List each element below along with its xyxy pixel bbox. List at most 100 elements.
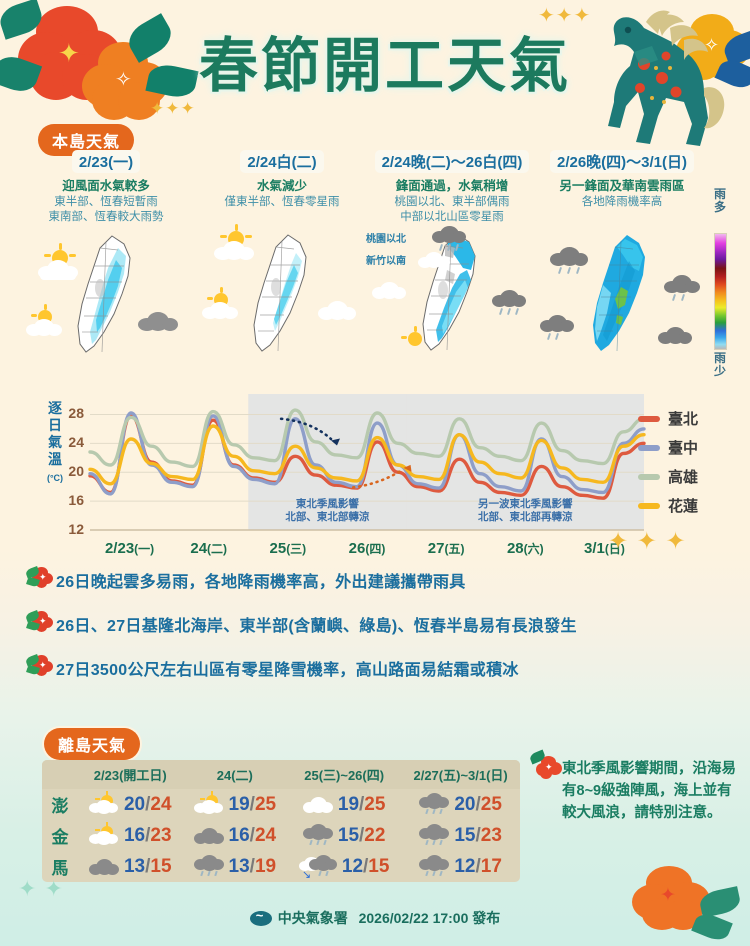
forecast-panel-2: 2/24白(二) 水氣減少 僅東半部、恆春零星雨 [196, 150, 368, 357]
taiwan-outline-icon [593, 235, 645, 352]
table-row-label: 馬 [51, 859, 69, 878]
temp-min: 12 [454, 855, 476, 877]
chart-x-tick: 25(三) [269, 540, 307, 557]
temperature-chart [88, 394, 646, 531]
chart-x-tick: 26(四) [348, 540, 386, 557]
forecast-date: 2/23(一) [71, 150, 141, 173]
sun-cloud-icon [88, 790, 119, 815]
forecast-date: 2/24白(二) [240, 150, 324, 173]
temp-max: 17 [480, 855, 502, 877]
forecast-sub-1: 各地降雨機率高 [581, 196, 663, 208]
table-cell: 15/22 [287, 820, 401, 851]
legend-swatch [638, 415, 660, 422]
rain-cloud-icon [419, 854, 450, 879]
map-label-north: 桃園以北 [366, 234, 406, 245]
legend-item-1[interactable]: 臺中 [638, 433, 742, 462]
temperature-range: 15/22 [337, 824, 386, 846]
table-cell: 15/23 [401, 820, 520, 851]
forecast-sub-2: 中部以北山區零星雨 [400, 211, 504, 223]
chart-y-tick: 12 [68, 521, 84, 537]
forecast-sub-1: 東半部、恆春短暫雨 [54, 196, 158, 208]
temp-min: 16 [123, 824, 146, 846]
temp-min: 19 [337, 793, 360, 815]
legend-label: 花蓮 [668, 498, 699, 515]
annotation-line-2: 北部、東北部再轉涼 [478, 511, 573, 523]
table-row: 金 16/23 16/24 15/22 15/23 [42, 820, 520, 851]
forecast-headline: 鋒面通過，水氣稍增 [395, 179, 509, 193]
table-header-row: 2/23(開工日) 24(二) 25(三)~26(四) 2/27(五)~3/1(日) [42, 760, 520, 789]
temp-min: 19 [228, 793, 250, 815]
annotation-line-1: 另一波東北季風影響 [478, 498, 573, 510]
legend-label: 臺中 [668, 440, 699, 457]
temp-max: 15 [368, 855, 390, 877]
advisory-list: ✦ 26日晚起雲多易雨，各地降雨機率高，外出建議攜帶雨具 ✦ 26日、27日基隆北海岸… [24, 566, 726, 706]
taiwan-outline-icon [422, 233, 476, 351]
sparkle-icon: ✦ ✦ [18, 876, 64, 901]
chart-legend: 臺北 臺中 高雄 花蓮 [638, 404, 742, 520]
temp-max: 24 [150, 793, 172, 815]
chart-y-axis-label: 逐日氣溫 (°C) [44, 400, 66, 487]
page-title: 春節開工天氣 [198, 31, 571, 100]
forecast-panel-3: 2/24晚(二)～26白(四) 鋒面通過，水氣稍增 桃園以北、東半部偶雨 中部以… [366, 150, 538, 356]
legend-swatch [638, 473, 660, 480]
table-cell: 19/25 [287, 789, 401, 820]
temp-min: 15 [337, 824, 360, 846]
temp-min: 13 [228, 855, 250, 877]
legend-label: 臺北 [668, 411, 699, 428]
forecast-sub-1: 僅東半部、恆春零星雨 [224, 196, 340, 208]
legend-item-3[interactable]: 花蓮 [638, 491, 742, 520]
badge-offshore: 離島天氣 [44, 728, 141, 760]
temperature-range: 13/19 [228, 855, 277, 877]
sparkle-icon: ✦✦✦ [150, 99, 196, 118]
table-header-date: 2/23(開工日) [78, 760, 183, 789]
advisory-text: 26日、27日基隆北海岸、東半部(含蘭嶼、綠島)、恆春半島易有長浪發生 [56, 618, 577, 635]
camellia-bullet-icon: ✦ [24, 610, 56, 636]
camellia-bullet-icon: ✦ [24, 654, 56, 680]
rain-colorbar [714, 233, 727, 350]
annotation-line-2: 北部、東北部轉涼 [285, 511, 370, 523]
shower-cloud-icon: ↘ [298, 854, 337, 880]
temp-min: 13 [123, 855, 146, 877]
advisory-item: ✦ 27日3500公尺左右山區有零星降雪機率，高山路面易結霜或積冰 [24, 654, 726, 698]
table-row: 澎 20/24 19/25 19/25 20/25 [42, 789, 520, 820]
legend-label: 高雄 [668, 469, 699, 486]
map-label-south: 新竹以南 [366, 256, 406, 267]
grey-cloud-icon [193, 826, 224, 846]
footer: 中央氣象署 2026/02/22 17:00 發布 [0, 908, 750, 928]
forecast-headline: 迎風面水氣較多 [62, 179, 150, 193]
wind-advisory-note: 東北季風影響期間，沿海易有8~9級強陣風，海上並有較大風浪，請特別注意。 [562, 761, 736, 821]
legend-swatch [638, 444, 660, 451]
table-row: 馬 13/15 13/19 ↘ 12/15 12/17 [42, 851, 520, 882]
legend-item-2[interactable]: 高雄 [638, 462, 742, 491]
cwa-logo-icon [249, 908, 272, 926]
forecast-headline: 水氣減少 [256, 179, 307, 193]
temp-max: 25 [254, 793, 277, 815]
legend-item-0[interactable]: 臺北 [638, 404, 742, 433]
forecast-sub-2: 東南部、恆春較大雨勢 [48, 211, 164, 223]
rain-cloud-icon [419, 823, 450, 848]
chart-x-tick: 28(六) [506, 540, 544, 557]
temperature-range: 20/24 [123, 793, 172, 815]
table-header-date: 24(二) [182, 760, 288, 789]
temp-max: 25 [480, 793, 502, 815]
table-cell: 19/25 [183, 789, 288, 820]
footer-agency: 中央氣象署 [277, 910, 348, 926]
chart-y-axis-title: 逐日氣溫 [48, 400, 62, 467]
temp-min: 15 [454, 824, 476, 846]
chart-x-tick: 27(五) [427, 540, 465, 557]
table-cell: 12/17 [401, 851, 520, 882]
temperature-range: 15/23 [454, 824, 502, 846]
table-cell: 16/23 [78, 820, 183, 851]
temp-min: 16 [228, 824, 250, 846]
forecast-panel-4: 2/26晚(四)～3/1(日) 另一鋒面及華南雲雨區 各地降雨機率高 [536, 150, 708, 357]
temperature-range: 16/24 [228, 824, 277, 846]
temp-max: 19 [254, 855, 277, 877]
table-cell: 20/24 [78, 789, 183, 820]
cloud-icon [302, 795, 333, 815]
footer-timestamp: 2026/02/22 17:00 發布 [358, 910, 501, 926]
chart-y-tick: 24 [68, 434, 84, 451]
temp-max: 22 [364, 824, 386, 846]
temperature-range: 12/15 [341, 855, 390, 877]
camellia-bullet-icon: ✦ [24, 566, 56, 592]
taiwan-map: 桃園以北 新竹以南 [366, 226, 538, 356]
